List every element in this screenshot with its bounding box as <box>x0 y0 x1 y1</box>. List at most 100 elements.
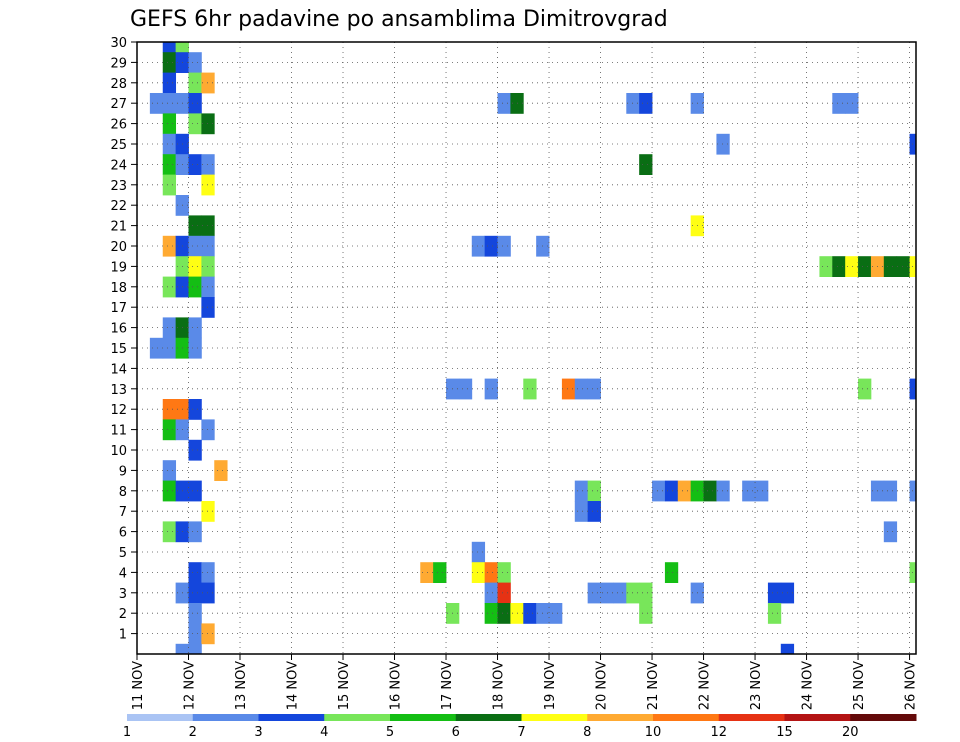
colorbar-swatch <box>784 714 851 721</box>
x-tick-label: 15 NOV <box>337 661 352 710</box>
y-tick-label: 28 <box>110 77 127 92</box>
x-tick-label: 17 NOV <box>440 661 455 710</box>
heatmap-cell <box>175 42 189 53</box>
heatmap-cell <box>162 521 177 543</box>
heatmap-cell <box>574 378 589 400</box>
heatmap-cell <box>162 419 177 441</box>
y-tick-label: 17 <box>110 301 127 316</box>
heatmap-cell <box>716 480 730 502</box>
y-tick-label: 15 <box>110 342 127 357</box>
heatmap-cell <box>639 154 653 175</box>
colorbar-label: 2 <box>189 725 197 740</box>
colorbar-swatch <box>455 714 522 721</box>
heatmap-cell <box>188 562 202 583</box>
x-tick-label: 19 NOV <box>543 661 558 710</box>
heatmap-cell <box>188 276 202 298</box>
heatmap-cell <box>162 460 177 481</box>
colorbar-label: 15 <box>776 725 793 740</box>
heatmap-cell <box>497 235 511 257</box>
heatmap-cell <box>845 93 859 114</box>
y-tick-label: 2 <box>119 607 127 622</box>
heatmap-cell <box>639 582 653 604</box>
heatmap-cell <box>188 113 202 135</box>
y-tick-label: 22 <box>110 199 127 214</box>
y-tick-label: 10 <box>110 444 127 459</box>
heatmap-cell <box>767 582 782 604</box>
heatmap-cell <box>162 113 177 135</box>
heatmap-cell <box>574 501 589 522</box>
x-axis: 11 NOV 12 NOV 13 NOV 14 NOV 15 NOV 16 NOV 17 N… <box>131 654 919 710</box>
heatmap-cell <box>652 480 666 502</box>
heatmap-cell <box>484 235 498 257</box>
heatmap-cell <box>188 154 202 175</box>
heatmap-cell <box>188 317 202 339</box>
y-tick-label: 30 <box>110 36 127 51</box>
y-tick-label: 19 <box>110 260 127 275</box>
colorbar-swatch <box>258 714 325 721</box>
x-tick-label: 12 NOV <box>183 661 198 710</box>
y-tick-label: 6 <box>119 526 127 541</box>
heatmap-cell <box>188 643 202 655</box>
y-axis: 1234567891011121314151617181920212223242… <box>110 36 137 643</box>
heatmap-cell <box>175 643 189 655</box>
colorbar-label: 4 <box>320 725 328 740</box>
heatmap-cell <box>188 235 202 257</box>
heatmap-cell <box>188 480 202 502</box>
heatmap-cell <box>819 256 833 277</box>
heatmap-cell <box>201 154 215 175</box>
heatmap-cell <box>149 337 164 359</box>
colorbar-swatch <box>192 714 259 721</box>
heatmap-cell <box>201 276 215 298</box>
y-tick-label: 7 <box>119 505 127 520</box>
heatmap-cell <box>188 52 202 73</box>
x-tick-label: 24 NOV <box>801 661 816 710</box>
heatmap-cell <box>188 603 202 624</box>
heatmap-cell <box>639 93 653 114</box>
heatmap-cell <box>201 72 215 94</box>
colorbar-swatch <box>718 714 785 721</box>
heatmap-cell <box>755 480 769 502</box>
heatmap-cell <box>162 52 177 73</box>
x-tick-label: 20 NOV <box>595 661 610 710</box>
heatmap-cell <box>883 256 898 277</box>
heatmap-cell <box>162 337 177 359</box>
heatmap-cell <box>742 480 756 502</box>
x-tick-label: 13 NOV <box>234 661 249 710</box>
heatmap-cell <box>201 562 215 583</box>
heatmap-cell <box>497 93 511 114</box>
colorbar-label: 7 <box>517 725 525 740</box>
heatmap-cell <box>162 72 177 94</box>
x-tick-label: 11 NOV <box>131 661 146 710</box>
heatmap-cell <box>420 562 434 583</box>
heatmap-cell <box>188 256 202 277</box>
colorbar-label: 3 <box>254 725 262 740</box>
colorbar-swatch <box>521 714 588 721</box>
heatmap-cell <box>716 133 730 155</box>
colorbar-swatch <box>587 714 654 721</box>
colorbar-label: 10 <box>645 725 662 740</box>
heatmap-cell <box>162 399 177 420</box>
heatmap-cell <box>523 603 537 624</box>
heatmap-cell <box>664 480 679 502</box>
cell-layer <box>149 42 917 655</box>
x-tick-label: 21 NOV <box>646 661 661 710</box>
heatmap-cell <box>201 582 215 604</box>
y-tick-label: 27 <box>110 97 127 112</box>
heatmap-cell <box>188 215 202 237</box>
heatmap-cell <box>484 562 498 583</box>
colorbar-label: 8 <box>583 725 591 740</box>
y-tick-label: 8 <box>119 485 127 500</box>
heatmap-cell <box>188 521 202 543</box>
heatmap-cell <box>587 480 601 502</box>
x-tick-label: 14 NOV <box>286 661 301 710</box>
heatmap-cell <box>471 235 486 257</box>
heatmap-cell <box>433 562 447 583</box>
heatmap-cell <box>188 93 202 114</box>
x-tick-label: 25 NOV <box>852 661 867 710</box>
y-tick-label: 18 <box>110 281 127 296</box>
y-tick-label: 26 <box>110 118 127 133</box>
x-tick-label: 26 NOV <box>904 661 919 710</box>
heatmap-cell <box>162 93 177 114</box>
grid-layer <box>137 42 916 654</box>
